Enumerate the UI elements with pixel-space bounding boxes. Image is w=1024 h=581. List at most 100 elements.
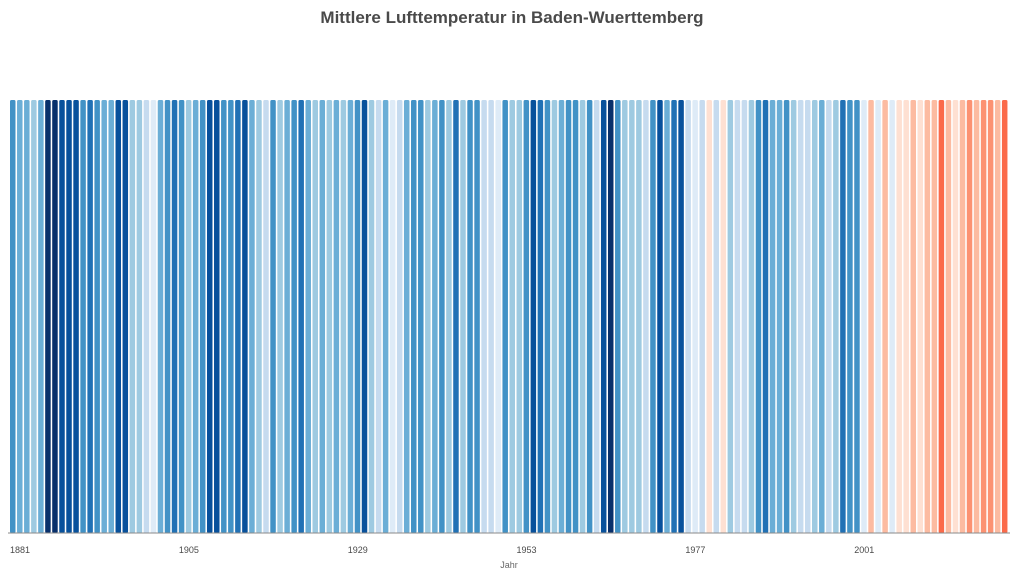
stripe-1904 <box>171 100 178 533</box>
stripe-1938 <box>411 100 417 533</box>
stripe-1897 <box>122 100 129 533</box>
stripe-1955 <box>530 100 537 533</box>
stripe-2009 <box>910 100 916 533</box>
stripe-1969 <box>629 100 635 533</box>
stripe-1996 <box>819 100 825 533</box>
stripe-1926 <box>326 100 333 533</box>
stripe-1991 <box>783 100 790 533</box>
stripe-1994 <box>804 100 811 533</box>
stripe-2014 <box>945 100 952 533</box>
stripe-1992 <box>790 100 797 533</box>
stripe-1951 <box>502 100 508 533</box>
stripe-1946 <box>467 100 473 533</box>
stripe-1881 <box>10 100 16 533</box>
stripe-1920 <box>284 100 290 533</box>
stripe-1962 <box>579 100 586 533</box>
x-axis-ticks: 1881 1905 1929 1953 1977 2001 <box>10 545 874 555</box>
stripe-1913 <box>235 100 241 533</box>
stripe-1912 <box>228 100 234 533</box>
x-axis-label: Jahr <box>500 560 518 570</box>
stripe-1957 <box>544 100 551 533</box>
x-tick-label-1929: 1929 <box>348 545 368 555</box>
stripe-1933 <box>375 100 382 533</box>
stripe-1884 <box>31 100 37 533</box>
stripe-2012 <box>931 100 938 533</box>
stripe-1891 <box>80 100 86 533</box>
stripe-1975 <box>671 100 677 533</box>
stripe-1970 <box>636 100 642 533</box>
stripe-1890 <box>73 100 79 533</box>
stripes-group <box>10 100 1008 533</box>
stripe-1952 <box>509 100 515 533</box>
stripe-1898 <box>129 100 136 533</box>
stripe-1906 <box>185 100 192 533</box>
stripe-1956 <box>537 100 544 533</box>
stripe-1935 <box>389 100 396 533</box>
stripe-2013 <box>938 100 945 533</box>
stripe-1908 <box>199 100 206 533</box>
stripe-1986 <box>748 100 755 533</box>
stripe-1972 <box>650 100 656 533</box>
stripe-1974 <box>664 100 670 533</box>
stripe-1909 <box>206 100 213 533</box>
stripe-1936 <box>396 100 403 533</box>
stripe-1988 <box>762 100 769 533</box>
stripe-1918 <box>270 100 276 533</box>
stripe-1901 <box>150 100 157 533</box>
x-tick-label-1953: 1953 <box>517 545 537 555</box>
stripe-1922 <box>298 100 304 533</box>
stripe-2002 <box>861 100 867 533</box>
chart-title: Mittlere Lufttemperatur in Baden-Wuertte… <box>320 8 704 27</box>
stripe-2015 <box>952 100 959 533</box>
stripe-2010 <box>917 100 924 533</box>
stripe-1917 <box>263 100 269 533</box>
stripe-1978 <box>692 100 698 533</box>
stripe-1977 <box>685 100 691 533</box>
stripe-2022 <box>1001 100 1008 533</box>
stripe-1950 <box>495 100 501 533</box>
stripe-2017 <box>966 100 973 533</box>
stripe-1954 <box>523 100 530 533</box>
stripe-1964 <box>593 100 600 533</box>
stripe-2019 <box>980 100 987 533</box>
stripe-1928 <box>340 100 347 533</box>
stripe-1987 <box>755 100 762 533</box>
stripe-1999 <box>840 100 846 533</box>
stripe-1934 <box>382 100 389 533</box>
stripe-1980 <box>706 100 712 533</box>
stripe-1960 <box>565 100 572 533</box>
stripe-1916 <box>256 100 262 533</box>
stripe-1896 <box>115 100 122 533</box>
stripe-1989 <box>769 100 776 533</box>
stripe-2000 <box>847 100 853 533</box>
stripe-1958 <box>551 100 558 533</box>
stripe-1931 <box>361 100 368 533</box>
stripe-1983 <box>727 100 734 533</box>
x-tick-label-2001: 2001 <box>854 545 874 555</box>
stripe-1941 <box>432 100 438 533</box>
stripe-1895 <box>108 100 114 533</box>
stripe-1965 <box>600 100 607 533</box>
stripe-1905 <box>178 100 185 533</box>
stripe-2008 <box>903 100 909 533</box>
stripe-1982 <box>720 100 727 533</box>
stripe-1914 <box>242 100 248 533</box>
stripe-2018 <box>973 100 980 533</box>
x-tick-label-1881: 1881 <box>10 545 30 555</box>
stripe-1892 <box>87 100 93 533</box>
stripe-1971 <box>643 100 649 533</box>
stripe-1907 <box>192 100 199 533</box>
stripe-1973 <box>657 100 663 533</box>
stripe-1995 <box>812 100 818 533</box>
stripe-1998 <box>833 100 839 533</box>
stripe-1961 <box>572 100 579 533</box>
stripe-2007 <box>896 100 902 533</box>
stripe-2021 <box>994 100 1001 533</box>
stripe-1915 <box>249 100 255 533</box>
stripe-1932 <box>368 100 375 533</box>
stripe-1966 <box>607 100 614 533</box>
stripe-2005 <box>882 100 888 533</box>
stripe-1923 <box>305 100 311 533</box>
stripe-1900 <box>143 100 150 533</box>
stripe-2003 <box>868 100 874 533</box>
